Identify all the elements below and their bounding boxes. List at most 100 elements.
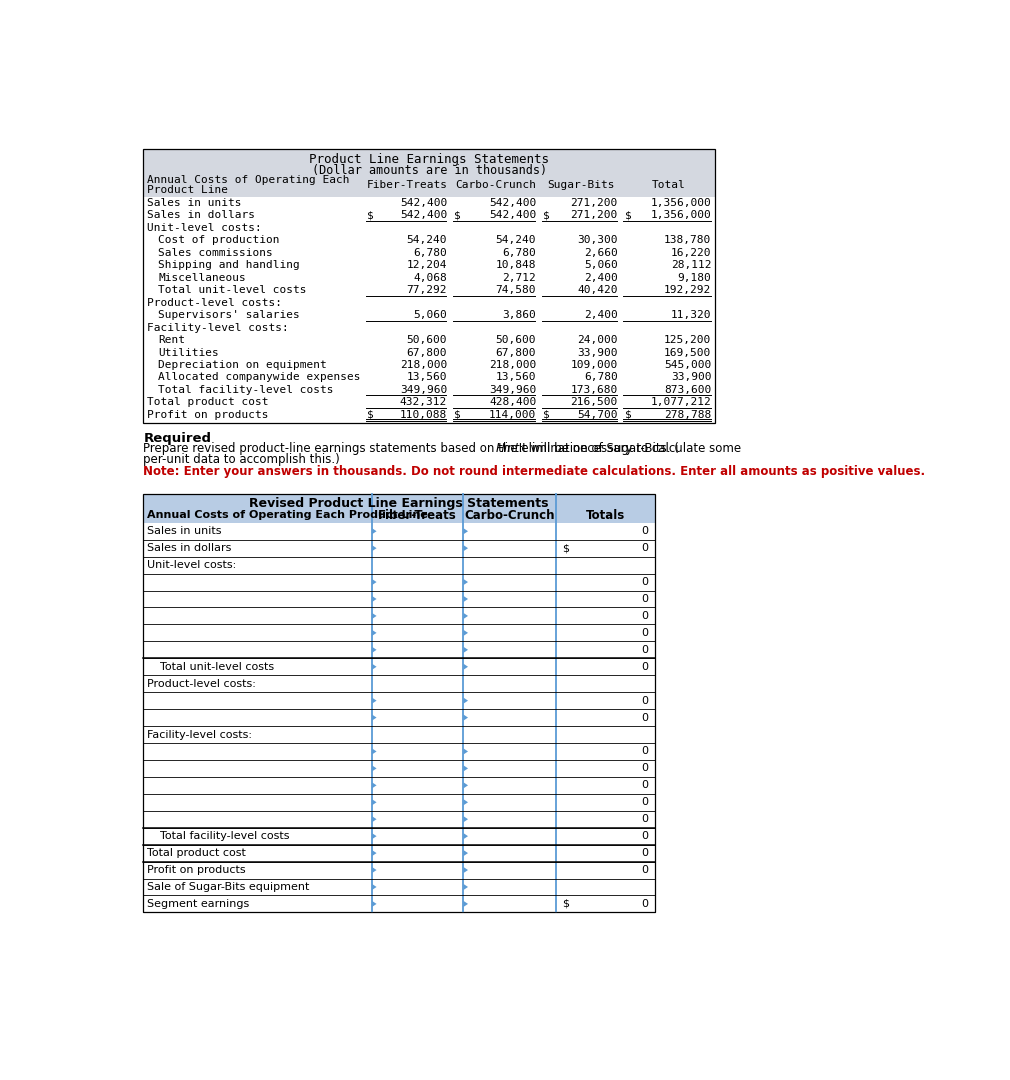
Text: 428,400: 428,400 (489, 397, 536, 407)
Text: Annual Costs of Operating Each: Annual Costs of Operating Each (147, 175, 349, 186)
Text: 0: 0 (641, 814, 648, 824)
Polygon shape (464, 748, 468, 755)
Text: 3,860: 3,860 (503, 310, 536, 320)
Polygon shape (464, 867, 468, 873)
Text: Segment earnings: Segment earnings (147, 899, 249, 909)
Text: 6,780: 6,780 (503, 247, 536, 258)
Text: $: $ (368, 410, 374, 420)
Text: Total product cost: Total product cost (147, 397, 269, 407)
Text: 114,000: 114,000 (489, 410, 536, 420)
Text: 545,000: 545,000 (665, 360, 711, 370)
Text: 169,500: 169,500 (665, 348, 711, 357)
Text: Carbo-Crunch: Carbo-Crunch (456, 180, 536, 190)
Bar (143, 197, 715, 422)
Text: Revised Product Line Earnings Statements: Revised Product Line Earnings Statements (249, 497, 548, 510)
Text: Total facility-level costs: Total facility-level costs (158, 384, 333, 395)
Text: Sales in dollars: Sales in dollars (147, 543, 231, 553)
Text: 349,960: 349,960 (400, 384, 447, 395)
Text: Supervisors' salaries: Supervisors' salaries (158, 310, 300, 320)
Text: Note: Enter your answers in thousands. Do not round intermediate calculations. E: Note: Enter your answers in thousands. D… (143, 465, 925, 478)
Text: 16,220: 16,220 (671, 247, 711, 258)
Text: 216,500: 216,500 (571, 397, 617, 407)
Text: 54,240: 54,240 (496, 235, 536, 245)
Text: 24,000: 24,000 (577, 335, 617, 345)
Polygon shape (372, 850, 377, 856)
Text: 2,400: 2,400 (584, 310, 617, 320)
Polygon shape (372, 766, 377, 771)
Text: $: $ (543, 211, 550, 220)
Text: 77,292: 77,292 (407, 285, 447, 295)
Polygon shape (464, 833, 468, 839)
Polygon shape (464, 647, 468, 653)
Text: 4,068: 4,068 (413, 272, 447, 283)
Text: 0: 0 (641, 713, 648, 723)
Text: 33,900: 33,900 (577, 348, 617, 357)
Polygon shape (464, 850, 468, 856)
Text: Fiber-Treats: Fiber-Treats (367, 180, 448, 190)
Polygon shape (372, 612, 377, 619)
Polygon shape (464, 528, 468, 535)
Bar (143, 494, 654, 913)
Text: (Dollar amounts are in thousands): (Dollar amounts are in thousands) (312, 164, 546, 177)
Text: Rent: Rent (158, 335, 185, 345)
Text: Product-level costs:: Product-level costs: (147, 298, 282, 308)
Text: Annual Costs of Operating Each Product Line: Annual Costs of Operating Each Product L… (147, 510, 428, 521)
Text: 218,000: 218,000 (489, 360, 536, 370)
Text: 542,400: 542,400 (400, 198, 447, 207)
Polygon shape (372, 596, 377, 602)
Text: 2,660: 2,660 (584, 247, 617, 258)
Bar (143, 149, 715, 422)
Text: Sales commissions: Sales commissions (158, 247, 273, 258)
Text: 109,000: 109,000 (571, 360, 617, 370)
Text: Depreciation on equipment: Depreciation on equipment (158, 360, 327, 370)
Polygon shape (372, 883, 377, 890)
Text: Sale of Sugar-Bits equipment: Sale of Sugar-Bits equipment (147, 882, 309, 892)
Text: Profit on products: Profit on products (147, 410, 269, 420)
Text: 542,400: 542,400 (489, 211, 536, 220)
Text: 0: 0 (641, 627, 648, 638)
Polygon shape (464, 901, 468, 907)
Text: $: $ (454, 410, 461, 420)
Text: 0: 0 (641, 611, 648, 621)
Text: 67,800: 67,800 (407, 348, 447, 357)
Text: 349,960: 349,960 (489, 384, 536, 395)
Text: 0: 0 (641, 848, 648, 859)
Polygon shape (372, 664, 377, 670)
Text: 9,180: 9,180 (678, 272, 711, 283)
Text: 0: 0 (641, 645, 648, 654)
Polygon shape (464, 766, 468, 771)
Text: 873,600: 873,600 (665, 384, 711, 395)
Bar (143, 523, 654, 913)
Polygon shape (464, 664, 468, 670)
Polygon shape (372, 833, 377, 839)
Text: 2,712: 2,712 (503, 272, 536, 283)
Text: Shipping and handling: Shipping and handling (158, 260, 300, 270)
Text: 50,600: 50,600 (496, 335, 536, 345)
Text: 542,400: 542,400 (400, 211, 447, 220)
Text: Product Line Earnings Statements: Product Line Earnings Statements (309, 153, 549, 166)
Polygon shape (372, 545, 377, 551)
Text: $: $ (563, 899, 570, 909)
Polygon shape (372, 782, 377, 788)
Text: 542,400: 542,400 (489, 198, 536, 207)
Text: 5,060: 5,060 (584, 260, 617, 270)
Text: 1,356,000: 1,356,000 (650, 198, 711, 207)
Text: 30,300: 30,300 (577, 235, 617, 245)
Polygon shape (372, 748, 377, 755)
Polygon shape (464, 579, 468, 585)
Bar (143, 494, 654, 523)
Text: 13,560: 13,560 (407, 373, 447, 382)
Polygon shape (372, 816, 377, 822)
Text: Sugar-Bits: Sugar-Bits (547, 180, 614, 190)
Text: Sales in units: Sales in units (147, 526, 221, 537)
Polygon shape (464, 816, 468, 822)
Text: 11,320: 11,320 (671, 310, 711, 320)
Text: 0: 0 (641, 865, 648, 875)
Bar (143, 149, 715, 197)
Text: Profit on products: Profit on products (147, 865, 245, 875)
Text: 0: 0 (641, 696, 648, 705)
Text: Cost of production: Cost of production (158, 235, 280, 245)
Text: 218,000: 218,000 (400, 360, 447, 370)
Text: 1,356,000: 1,356,000 (650, 211, 711, 220)
Text: Sales in dollars: Sales in dollars (147, 211, 256, 220)
